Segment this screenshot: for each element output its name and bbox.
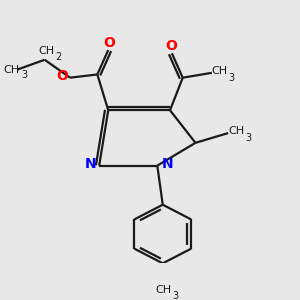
Text: O: O [56,69,68,83]
Text: 3: 3 [229,73,235,83]
Text: O: O [165,39,177,53]
Text: 3: 3 [245,133,251,143]
Text: N: N [84,157,96,171]
Text: 3: 3 [21,70,27,80]
Text: 3: 3 [172,291,178,300]
Text: CH: CH [38,46,55,56]
Text: N: N [161,157,173,171]
Text: CH: CH [4,64,20,74]
Text: CH: CH [212,66,228,76]
Text: CH: CH [228,126,244,136]
Text: 2: 2 [55,52,61,61]
Text: O: O [103,36,115,50]
Text: CH: CH [155,285,172,295]
